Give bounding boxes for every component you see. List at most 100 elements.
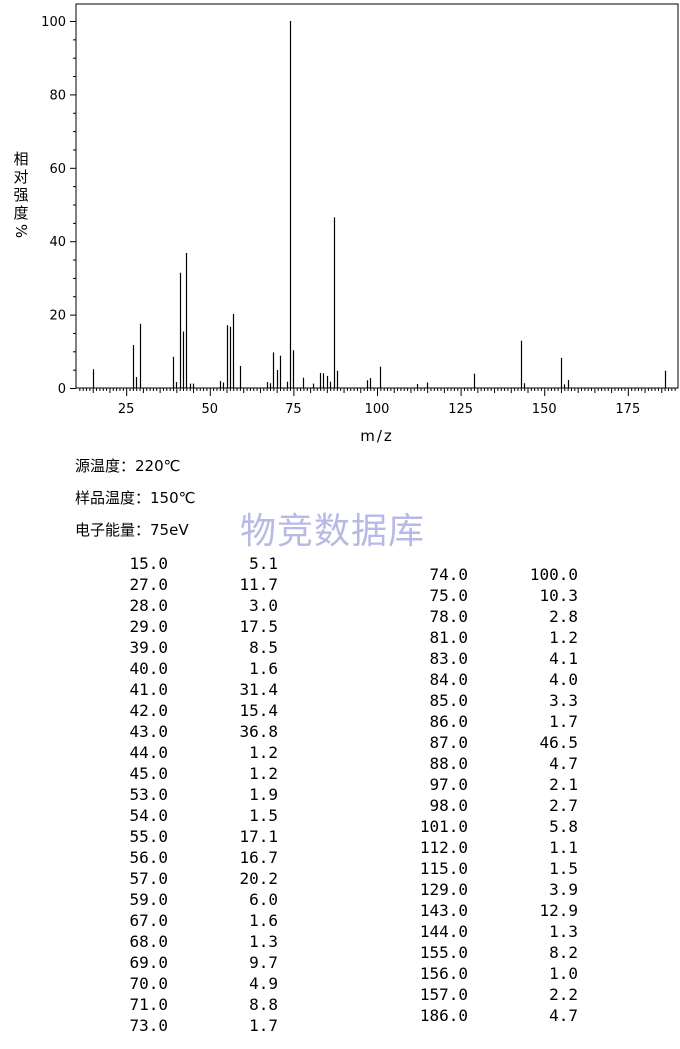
peak-intensity: 8.5 [249, 638, 278, 657]
mass-spectrum-chart: 25 50 75 100 125 150 175 0 20 40 60 80 100 m/z [41, 3, 679, 445]
peak-mz: 67.0 [129, 911, 168, 930]
peak-row: 55.0 17.1 [98, 826, 278, 847]
peak-intensity: 17.1 [239, 827, 278, 846]
peak-intensity: 1.2 [549, 628, 578, 647]
peak-mz: 73.0 [129, 1016, 168, 1035]
peak-mz: 87.0 [429, 733, 468, 752]
peak-row: 155.0 8.2 [398, 942, 578, 963]
peak-mz: 112.0 [419, 838, 468, 857]
peak-mz: 155.0 [419, 943, 468, 962]
peak-mz: 27.0 [129, 575, 168, 594]
peak-intensity: 46.5 [539, 733, 578, 752]
peak-row: 39.0 8.5 [98, 637, 278, 658]
peak-row: 86.0 1.7 [398, 711, 578, 732]
peak-intensity: 36.8 [239, 722, 278, 741]
peak-intensity: 4.0 [549, 670, 578, 689]
source-temperature: 源温度：220℃ [75, 457, 181, 475]
peak-row: 157.0 2.2 [398, 984, 578, 1005]
peak-row: 40.0 1.6 [98, 658, 278, 679]
peak-row: 56.0 16.7 [98, 847, 278, 868]
peak-mz: 42.0 [129, 701, 168, 720]
peak-intensity: 3.3 [549, 691, 578, 710]
peak-mz: 75.0 [429, 586, 468, 605]
peak-intensity: 4.1 [549, 649, 578, 668]
electron-energy: 电子能量：75eV [75, 521, 189, 539]
peak-mz: 74.0 [429, 565, 468, 584]
peak-mz: 45.0 [129, 764, 168, 783]
peak-intensity: 100.0 [529, 565, 578, 584]
peak-intensity: 17.5 [239, 617, 278, 636]
peak-intensity: 10.3 [539, 586, 578, 605]
x-tick-label: 75 [285, 402, 302, 417]
peak-intensity: 3.0 [249, 596, 278, 615]
peak-mz: 157.0 [419, 985, 468, 1004]
peak-mz: 86.0 [429, 712, 468, 731]
peak-intensity: 8.8 [249, 995, 278, 1014]
y-axis-label-char: 相 [13, 150, 29, 168]
peak-mz: 53.0 [129, 785, 168, 804]
peak-mz: 85.0 [429, 691, 468, 710]
peak-mz: 40.0 [129, 659, 168, 678]
peak-row: 73.0 1.7 [98, 1015, 278, 1036]
peak-row: 74.0 100.0 [398, 564, 578, 585]
peak-mz: 71.0 [129, 995, 168, 1014]
peak-mz: 29.0 [129, 617, 168, 636]
peak-mz: 144.0 [419, 922, 468, 941]
peak-row: 29.0 17.5 [98, 616, 278, 637]
x-tick-label: 50 [202, 402, 219, 417]
peak-mz: 70.0 [129, 974, 168, 993]
plot-frame [75, 3, 679, 389]
peak-intensity: 1.7 [249, 1016, 278, 1035]
peak-row: 54.0 1.5 [98, 805, 278, 826]
peak-intensity: 6.0 [249, 890, 278, 909]
peak-mz: 59.0 [129, 890, 168, 909]
peak-intensity: 4.7 [549, 1006, 578, 1025]
peak-intensity: 5.1 [249, 554, 278, 573]
peak-mz: 129.0 [419, 880, 468, 899]
peak-intensity: 15.4 [239, 701, 278, 720]
watermark: 物竞数据库 [240, 511, 426, 552]
peak-intensity: 1.2 [249, 743, 278, 762]
peak-mz: 44.0 [129, 743, 168, 762]
y-tick-label: 40 [49, 235, 66, 250]
peak-row: 144.0 1.3 [398, 921, 578, 942]
peak-mz: 81.0 [429, 628, 468, 647]
x-tick-label: 125 [448, 402, 473, 417]
peak-row: 112.0 1.1 [398, 837, 578, 858]
peak-intensity: 1.6 [249, 911, 278, 930]
peak-row: 143.0 12.9 [398, 900, 578, 921]
peak-mz: 39.0 [129, 638, 168, 657]
peak-row: 98.0 2.7 [398, 795, 578, 816]
peak-intensity: 4.9 [249, 974, 278, 993]
x-tick-label: 100 [365, 402, 390, 417]
peak-intensity: 1.5 [249, 806, 278, 825]
peak-intensity: 4.7 [549, 754, 578, 773]
peak-row: 115.0 1.5 [398, 858, 578, 879]
peak-intensity: 1.0 [549, 964, 578, 983]
peak-intensity: 3.9 [549, 880, 578, 899]
peak-intensity: 9.7 [249, 953, 278, 972]
peak-mz: 78.0 [429, 607, 468, 626]
peak-intensity: 8.2 [549, 943, 578, 962]
peak-row: 45.0 1.2 [98, 763, 278, 784]
peak-intensity: 1.3 [249, 932, 278, 951]
peak-row: 69.0 9.7 [98, 952, 278, 973]
y-tick-label: 20 [49, 309, 66, 324]
peak-mz: 143.0 [419, 901, 468, 920]
peak-row: 59.0 6.0 [98, 889, 278, 910]
x-tick-label: 175 [615, 402, 640, 417]
peak-intensity: 1.6 [249, 659, 278, 678]
peak-mz: 68.0 [129, 932, 168, 951]
peak-mz: 98.0 [429, 796, 468, 815]
peak-intensity: 1.3 [549, 922, 578, 941]
peak-intensity: 2.7 [549, 796, 578, 815]
peak-row: 87.0 46.5 [398, 732, 578, 753]
peak-row: 70.0 4.9 [98, 973, 278, 994]
peak-intensity: 2.2 [549, 985, 578, 1004]
y-tick-label: 60 [49, 162, 66, 177]
y-axis-label-char: 度 [13, 204, 29, 222]
peak-row: 85.0 3.3 [398, 690, 578, 711]
peak-row: 42.0 15.4 [98, 700, 278, 721]
peak-row: 78.0 2.8 [398, 606, 578, 627]
peak-row: 43.0 36.8 [98, 721, 278, 742]
